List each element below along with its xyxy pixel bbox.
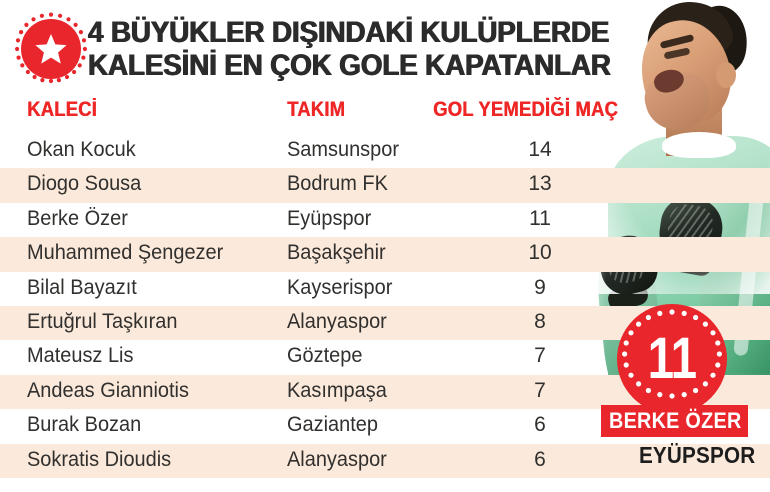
cell-matches: 11 — [529, 206, 551, 230]
cell-player: Burak Bozan — [27, 413, 142, 437]
cell-player: Ertuğrul Taşkıran — [27, 309, 178, 333]
cell-team: Kasımpaşa — [287, 378, 387, 402]
table-header-row: KALECİ TAKIM GOL YEMEDİĞİ MAÇ — [0, 96, 770, 134]
cell-matches: 10 — [528, 241, 552, 265]
cell-matches: 9 — [534, 275, 546, 299]
cell-player: Sokratis Dioudis — [27, 447, 172, 471]
cell-team: Alanyaspor — [287, 309, 387, 333]
cell-matches: 7 — [534, 378, 546, 402]
title-line-1: 4 BÜYÜKLER DIŞINDAKİ KULÜPLERDE — [88, 16, 610, 49]
cell-team: Kayserispor — [287, 275, 393, 299]
cell-player: Muhammed Şengezer — [27, 241, 224, 265]
cell-player: Diogo Sousa — [27, 172, 142, 196]
cell-team: Başakşehir — [287, 241, 386, 265]
column-header-player: KALECİ — [27, 98, 97, 121]
cell-team: Eyüpspor — [287, 206, 372, 230]
header: 4 BÜYÜKLER DIŞINDAKİ KULÜPLERDE KALESİNİ… — [0, 0, 770, 96]
title-line-2: KALESİNİ EN ÇOK GOLE KAPATANLAR — [88, 49, 611, 82]
badge-number: 11 — [647, 326, 697, 391]
table-row: Burak Bozan Gaziantep 6 — [0, 409, 770, 443]
cell-player: Bilal Bayazıt — [27, 275, 137, 299]
cell-matches: 6 — [534, 447, 546, 471]
badge-player-name: BERKE ÖZER — [609, 408, 742, 433]
cell-matches: 8 — [534, 309, 546, 333]
cell-matches: 7 — [534, 344, 546, 368]
star-glyph — [21, 19, 81, 79]
cell-team: Alanyaspor — [287, 447, 387, 471]
cell-team: Gaziantep — [287, 413, 378, 437]
cell-team: Göztepe — [287, 344, 363, 368]
cell-player: Andeas Gianniotis — [27, 378, 189, 402]
page-title: 4 BÜYÜKLER DIŞINDAKİ KULÜPLERDE KALESİNİ… — [88, 16, 611, 82]
cell-matches: 6 — [534, 413, 546, 437]
cell-team: Bodrum FK — [287, 172, 388, 196]
table-row: Muhammed Şengezer Başakşehir 10 — [0, 237, 770, 272]
ranking-table: KALECİ TAKIM GOL YEMEDİĞİ MAÇ Okan Kocuk… — [0, 96, 770, 478]
column-header-matches: GOL YEMEDİĞİ MAÇ — [433, 98, 618, 121]
table-row: Bilal Bayazıt Kayserispor 9 — [0, 272, 770, 306]
badge-club-name: EYÜPSPOR — [638, 442, 755, 468]
table-row: Diogo Sousa Bodrum FK 13 — [0, 168, 770, 203]
badge-name-bar: BERKE ÖZER — [601, 405, 748, 437]
cell-team: Samsunspor — [287, 138, 399, 161]
cell-player: Berke Özer — [27, 206, 128, 230]
table-row: Berke Özer Eyüpspor 11 — [0, 203, 770, 237]
star-in-circle-icon — [14, 12, 88, 86]
highlight-badge: 11 BERKE ÖZER EYÜPSPOR — [596, 300, 770, 492]
cell-player: Okan Kocuk — [27, 138, 136, 161]
cell-matches: 14 — [528, 138, 552, 161]
table-row: Okan Kocuk Samsunspor 14 — [0, 134, 770, 168]
cell-matches: 13 — [528, 172, 552, 196]
column-header-team: TAKIM — [287, 98, 346, 121]
table-row: Mateusz Lis Göztepe 7 — [0, 340, 770, 374]
cell-player: Mateusz Lis — [27, 344, 134, 368]
